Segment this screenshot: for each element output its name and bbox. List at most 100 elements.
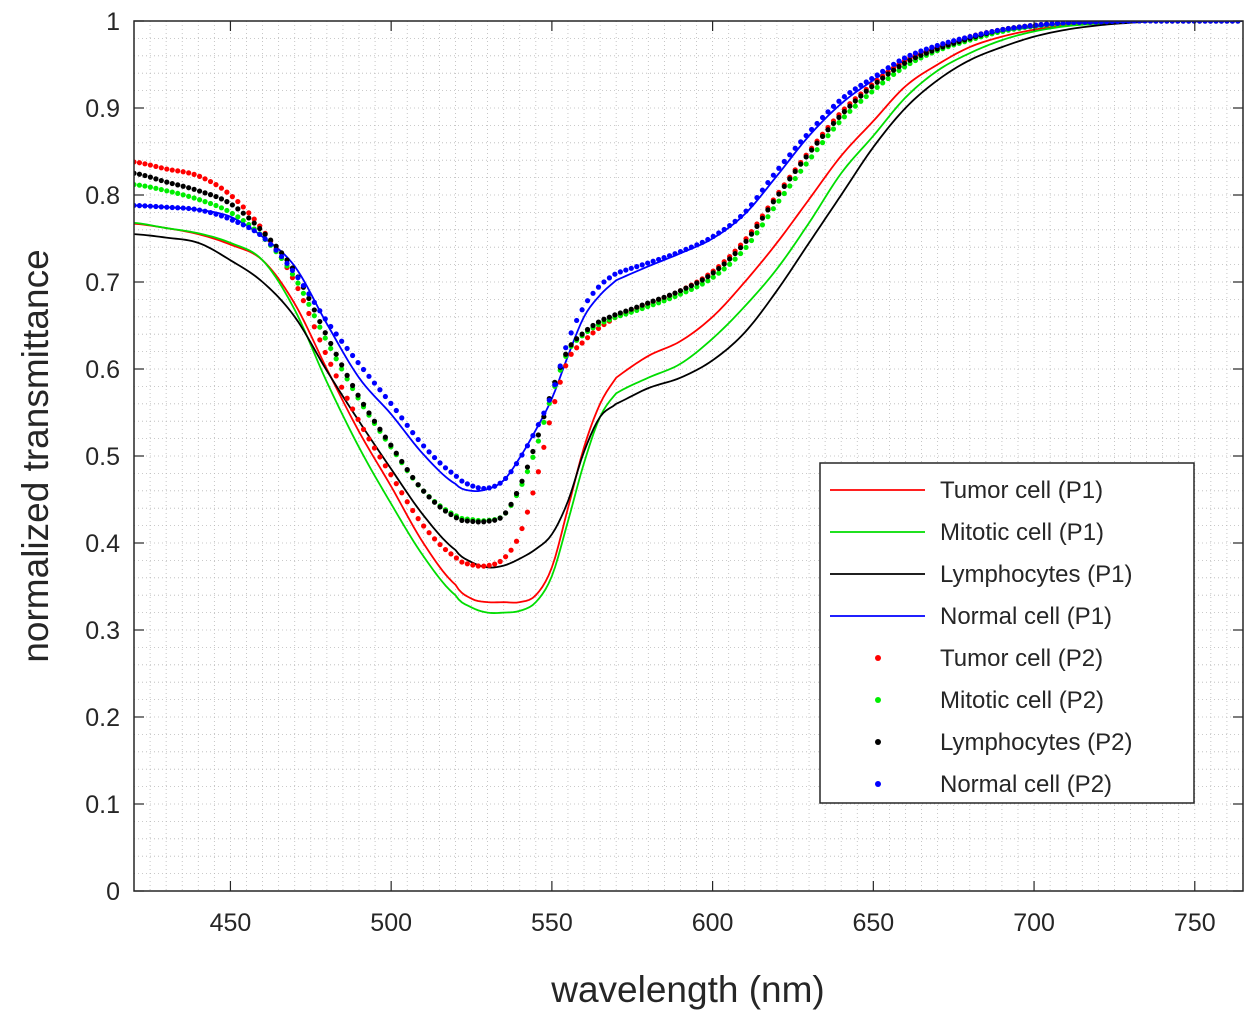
series-point	[787, 152, 793, 158]
series-point	[530, 448, 536, 455]
series-point	[912, 55, 919, 61]
series-point	[142, 203, 148, 209]
series-point	[798, 168, 804, 174]
series-point	[486, 518, 492, 524]
series-point	[503, 510, 509, 516]
series-point	[404, 466, 410, 473]
legend-item[interactable]: Mitotic cell (P2)	[875, 687, 1104, 714]
legend-item[interactable]: Normal cell (P2)	[875, 771, 1112, 798]
series-point	[754, 195, 760, 201]
series-point	[147, 203, 153, 209]
series-point	[295, 280, 301, 286]
series-point	[994, 27, 1001, 34]
series-point	[978, 31, 984, 37]
series-point	[186, 185, 192, 191]
series-point	[240, 217, 246, 224]
series-point	[1093, 21, 1099, 25]
series-point	[595, 284, 602, 290]
series-point	[240, 210, 246, 216]
series-point	[284, 260, 290, 266]
series-point	[470, 518, 476, 525]
series-point	[497, 558, 503, 565]
series-point	[229, 210, 235, 217]
series-point	[770, 206, 776, 212]
x-tick-label: 550	[531, 909, 573, 937]
y-tick-label: 0.5	[85, 443, 120, 471]
x-tick-label: 750	[1174, 909, 1216, 937]
series-point	[207, 200, 214, 207]
series-point	[737, 250, 744, 257]
series-point	[759, 222, 766, 228]
series-point	[809, 147, 815, 153]
series-point	[568, 330, 574, 336]
series-point	[333, 331, 339, 337]
series-point	[776, 191, 782, 197]
series-point	[825, 109, 831, 115]
series-point	[344, 345, 350, 352]
series-point	[852, 103, 858, 109]
series-point	[268, 241, 274, 247]
series-point	[945, 39, 951, 45]
legend-item[interactable]: Mitotic cell (P1)	[830, 519, 1104, 546]
series-point	[541, 414, 547, 420]
series-point	[300, 290, 306, 296]
series-point	[481, 485, 487, 492]
series-point	[442, 465, 449, 471]
series-point	[475, 519, 481, 525]
series-point	[983, 30, 990, 36]
series-point	[907, 57, 913, 63]
series-point	[552, 382, 558, 388]
series-point	[207, 178, 214, 185]
series-point	[716, 230, 722, 236]
series-point	[459, 517, 465, 524]
series-point	[503, 475, 509, 482]
series-point	[705, 236, 711, 243]
series-point	[858, 98, 864, 104]
series-point	[929, 44, 935, 50]
series-point	[732, 250, 738, 257]
series-point	[1060, 21, 1066, 26]
series-point	[923, 50, 929, 56]
legend-item[interactable]: Tumor cell (P1)	[830, 477, 1103, 504]
series-point	[415, 436, 421, 443]
series-point	[175, 168, 181, 174]
series-point	[448, 469, 454, 475]
series-point	[880, 68, 886, 74]
series-point	[803, 133, 809, 139]
series-point	[164, 188, 170, 194]
series-point	[180, 192, 186, 198]
legend-box	[819, 462, 1195, 804]
series-point	[781, 158, 787, 165]
series-point	[426, 449, 432, 455]
series-point	[1054, 21, 1061, 26]
series-point	[262, 236, 268, 242]
series-point	[754, 230, 760, 236]
series-point	[584, 326, 591, 333]
series-point	[448, 511, 454, 518]
legend-item[interactable]: Tumor cell (P2)	[875, 645, 1103, 672]
series-point	[311, 299, 317, 305]
series-point	[246, 210, 252, 216]
series-point	[344, 395, 350, 401]
series-point	[530, 433, 536, 439]
series-point	[257, 231, 263, 238]
series-point	[311, 307, 317, 313]
y-tick-label: 0.9	[85, 95, 120, 123]
series-point	[481, 519, 487, 525]
series-point	[656, 296, 662, 302]
series-point	[191, 186, 197, 192]
series-point	[934, 42, 940, 49]
legend-item[interactable]: Normal cell (P1)	[830, 603, 1112, 630]
series-point	[415, 482, 421, 488]
series-point	[890, 67, 897, 73]
legend[interactable]: Tumor cell (P1) Mitotic cell (P1) Lymphocy…	[819, 462, 1195, 804]
legend-item[interactable]: Lymphocytes (P2)	[875, 729, 1133, 756]
series-point	[202, 199, 208, 205]
series-point	[737, 213, 744, 220]
legend-label: Lymphocytes (P1)	[940, 561, 1133, 588]
series-point	[175, 205, 181, 211]
series-point	[524, 443, 531, 449]
series-point	[377, 426, 383, 432]
series-point	[825, 127, 831, 133]
legend-item[interactable]: Lymphocytes (P1)	[830, 561, 1133, 588]
